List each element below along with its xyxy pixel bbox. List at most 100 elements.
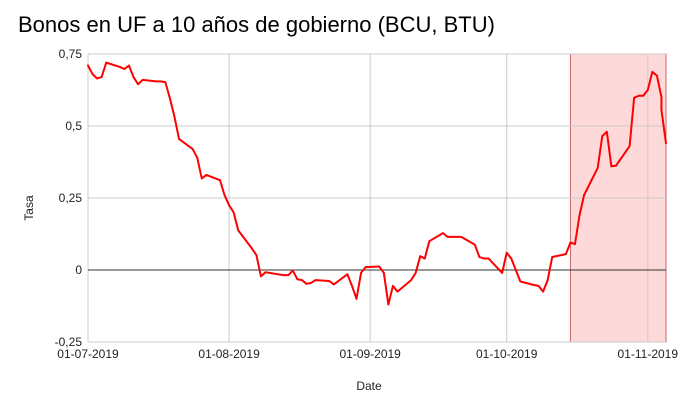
- data-point: [378, 265, 381, 268]
- data-point: [610, 165, 613, 168]
- data-point: [155, 80, 158, 83]
- data-point: [205, 174, 208, 176]
- data-point: [542, 290, 545, 293]
- data-point: [132, 76, 135, 78]
- data-point: [615, 164, 617, 167]
- x-tick-label: 01-11-2019: [618, 347, 679, 361]
- data-point: [514, 269, 517, 271]
- data-point: [564, 253, 567, 256]
- data-point: [332, 283, 335, 286]
- data-point: [410, 279, 413, 281]
- data-point: [505, 251, 508, 254]
- y-tick-label: 0,5: [65, 119, 82, 133]
- data-point: [237, 229, 240, 232]
- data-point: [96, 77, 99, 80]
- data-point: [228, 204, 230, 207]
- data-point: [569, 241, 572, 244]
- data-point: [314, 279, 317, 281]
- x-tick-label: 01-08-2019: [198, 347, 260, 361]
- data-point: [310, 282, 312, 284]
- data-point: [123, 68, 126, 70]
- data-point: [642, 94, 645, 97]
- data-point: [414, 271, 417, 274]
- data-point: [100, 76, 103, 78]
- data-point: [328, 280, 331, 282]
- data-point: [282, 274, 285, 277]
- data-point: [387, 303, 390, 306]
- data-point: [596, 166, 599, 169]
- data-point: [392, 284, 394, 287]
- data-point: [382, 271, 385, 274]
- x-axis-label: Date: [356, 379, 382, 393]
- data-point: [633, 96, 636, 99]
- data-point: [200, 177, 203, 180]
- data-point: [655, 74, 658, 77]
- data-point: [533, 284, 535, 286]
- data-point: [628, 145, 631, 148]
- data-point: [583, 194, 585, 197]
- data-point: [478, 256, 481, 258]
- data-point: [169, 97, 171, 100]
- data-point: [141, 79, 144, 81]
- y-tick-label: 0,25: [59, 191, 83, 205]
- x-tick-label: 01-10-2019: [476, 347, 538, 361]
- data-point: [605, 130, 608, 133]
- chart-title: Bonos en UF a 10 años de gobierno (BCU, …: [18, 12, 495, 37]
- data-point: [423, 257, 426, 260]
- data-point: [360, 271, 362, 274]
- data-point: [173, 115, 176, 118]
- data-point: [651, 70, 654, 73]
- data-point: [287, 274, 290, 277]
- data-point: [191, 148, 194, 150]
- data-point: [291, 269, 294, 272]
- data-point: [364, 266, 367, 269]
- data-point: [232, 211, 235, 214]
- data-point: [446, 235, 449, 238]
- data-point: [501, 271, 504, 274]
- data-point: [519, 280, 522, 283]
- data-point: [473, 243, 476, 246]
- data-point: [355, 297, 358, 300]
- data-point: [164, 81, 167, 84]
- data-point: [128, 64, 130, 67]
- data-point: [305, 282, 308, 285]
- data-point: [137, 83, 139, 86]
- data-point: [428, 240, 431, 243]
- data-point: [159, 80, 162, 83]
- data-point: [260, 275, 262, 278]
- data-point: [255, 254, 258, 256]
- data-point: [574, 243, 576, 245]
- data-point: [105, 61, 108, 64]
- data-point: [196, 156, 199, 159]
- data-point: [264, 271, 267, 274]
- data-point: [646, 89, 649, 91]
- data-point: [178, 138, 180, 140]
- data-point: [219, 179, 221, 182]
- data-point: [546, 279, 549, 281]
- data-point: [442, 232, 444, 235]
- x-tick-label: 01-09-2019: [339, 347, 401, 361]
- x-tick-label: 01-07-2019: [57, 347, 119, 361]
- data-point: [551, 256, 554, 258]
- data-point: [419, 255, 422, 258]
- data-point: [396, 290, 399, 293]
- y-axis-label: Tasa: [22, 195, 36, 221]
- y-tick-label: -0,25: [55, 335, 83, 349]
- data-point: [483, 257, 485, 260]
- data-point: [578, 214, 581, 217]
- data-point: [301, 279, 303, 281]
- y-tick-label: 0,75: [59, 47, 83, 61]
- data-point: [660, 109, 663, 112]
- data-point: [510, 257, 513, 260]
- data-point: [250, 247, 253, 250]
- data-point: [223, 194, 226, 197]
- data-point: [296, 278, 299, 281]
- series-line: [87, 61, 667, 306]
- data-point: [87, 64, 89, 67]
- data-point: [91, 73, 94, 76]
- data-point: [537, 284, 540, 287]
- data-point: [351, 284, 353, 287]
